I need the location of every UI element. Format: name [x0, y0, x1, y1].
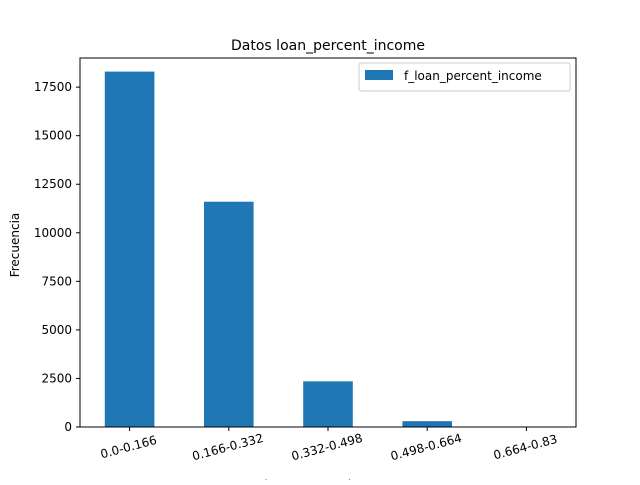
- bar-0.166-0.332: [204, 202, 254, 427]
- bar-0.0-0.166: [105, 72, 155, 427]
- y-tick-label: 2500: [41, 371, 72, 385]
- legend-label: f_loan_percent_income: [404, 69, 542, 83]
- y-tick-label: 12500: [34, 177, 72, 191]
- y-axis-label: Frecuencia: [8, 213, 22, 278]
- y-tick-label: 10000: [34, 226, 72, 240]
- y-tick-label: 7500: [41, 274, 72, 288]
- bar-0.498-0.664: [402, 421, 452, 427]
- x-tick-label: 0.664-0.83: [492, 432, 559, 462]
- legend: f_loan_percent_income: [359, 63, 570, 91]
- x-tick-label: 0.0-0.166: [99, 433, 158, 461]
- legend-swatch: [365, 70, 393, 80]
- y-tick-label: 5000: [41, 323, 72, 337]
- plot-area: [105, 72, 551, 427]
- y-tick-label: 0: [64, 420, 72, 434]
- x-tick-label: 0.332-0.498: [290, 431, 364, 463]
- chart-title: Datos loan_percent_income: [231, 38, 425, 54]
- x-tick-label: 0.498-0.664: [389, 431, 463, 463]
- bar-0.332-0.498: [303, 381, 353, 427]
- x-tick-label: 0.166-0.332: [191, 431, 265, 463]
- y-tick-label: 15000: [34, 129, 72, 143]
- y-tick-label: 17500: [34, 80, 72, 94]
